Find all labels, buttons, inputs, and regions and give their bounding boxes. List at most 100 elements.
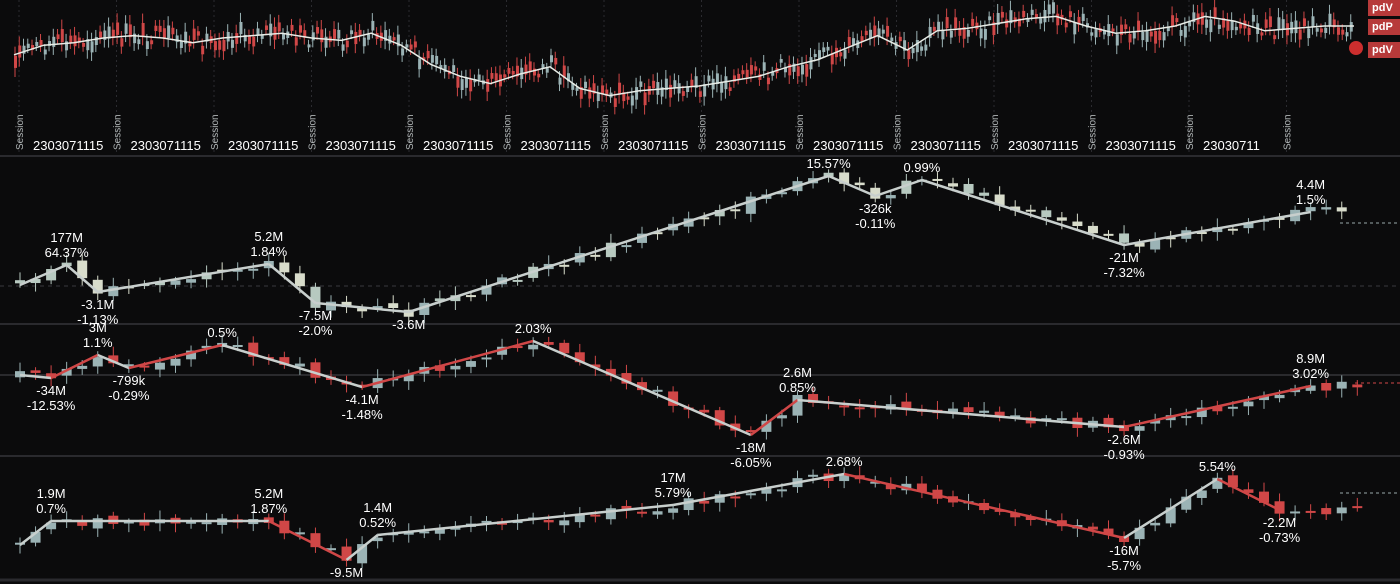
mini-candle: [337, 29, 341, 39]
candle-body: [1181, 416, 1192, 419]
candle-body: [854, 407, 865, 410]
zigzag-segment: [97, 262, 270, 294]
mini-candle: [494, 73, 498, 81]
candle-body: [808, 474, 819, 477]
mini-candle: [507, 67, 511, 74]
candle-body: [1259, 491, 1269, 503]
candle-body: [605, 508, 616, 520]
mini-candle: [601, 85, 605, 95]
zigzag-label: 3.02%: [1292, 366, 1329, 381]
candle-body: [201, 345, 212, 349]
candle-body: [699, 217, 710, 220]
mini-candle: [1230, 20, 1234, 31]
candle-body: [1103, 417, 1114, 428]
candle-body: [1305, 385, 1316, 391]
candle-body: [186, 279, 197, 283]
candle-body: [77, 260, 88, 279]
mini-candle: [226, 31, 230, 42]
candle-body: [108, 355, 119, 364]
candle-body: [979, 192, 990, 196]
candle-body: [170, 358, 181, 366]
mini-candle: [932, 26, 936, 31]
candle-body: [621, 505, 632, 510]
mini-candle: [703, 84, 707, 97]
candle-body: [1243, 222, 1254, 229]
candle-body: [621, 373, 632, 384]
mini-candle: [1149, 31, 1153, 37]
mini-candle: [184, 31, 188, 44]
candle-body: [963, 183, 974, 194]
zigzag-label: -12.53%: [27, 398, 76, 413]
session-label: Session: [893, 114, 904, 150]
mini-candle: [1281, 19, 1285, 30]
session-label: Session: [1088, 114, 1099, 150]
candle-body: [1119, 233, 1130, 243]
zigzag-label: -21M: [1109, 250, 1139, 265]
tag-pdv-bottom[interactable]: pdV: [1368, 42, 1400, 58]
candle-body: [1010, 415, 1021, 419]
candle-body: [186, 350, 197, 360]
mini-candle: [924, 44, 928, 51]
candle-body: [248, 268, 259, 271]
mini-candle: [673, 80, 677, 88]
mini-candle: [1081, 13, 1085, 22]
zigzag-label: 5.79%: [655, 485, 692, 500]
mini-candle: [1043, 9, 1047, 23]
candle-body: [668, 508, 679, 513]
mini-candle: [73, 35, 77, 47]
candle-body: [326, 548, 336, 551]
mini-candle: [966, 29, 970, 37]
candle-body: [1165, 507, 1176, 524]
candle-body: [637, 511, 647, 514]
zigzag-segment: [1123, 210, 1311, 247]
zigzag-label: 17M: [660, 470, 685, 485]
mini-candle: [1226, 20, 1230, 31]
zigzag-label: -5.7%: [1107, 558, 1141, 573]
candle-body: [294, 532, 305, 535]
mini-candle: [584, 81, 588, 89]
candle-body: [948, 183, 958, 187]
mini-candle: [1200, 12, 1204, 25]
candle-body: [1305, 207, 1316, 212]
mini-candle: [384, 30, 388, 41]
candle-body: [77, 520, 88, 526]
zigzag-label: -1.13%: [77, 312, 119, 327]
mini-candle: [541, 64, 545, 69]
mini-candle: [167, 25, 171, 39]
mini-candle: [954, 17, 958, 29]
candle-body: [1274, 501, 1285, 514]
mini-candle: [1298, 29, 1302, 40]
mini-candle: [847, 37, 851, 46]
candle-body: [154, 281, 165, 286]
mini-candle: [188, 41, 192, 47]
session-label: Session: [308, 114, 319, 150]
time-tick-label: 2303071115: [33, 138, 103, 153]
mini-candle: [1068, 11, 1072, 18]
zigzag-label: 2.03%: [515, 321, 552, 336]
mini-candle: [1060, 14, 1064, 20]
mini-candle: [898, 36, 902, 42]
mini-candle: [1205, 19, 1209, 28]
mini-candle: [1000, 11, 1004, 18]
mini-candle: [439, 65, 443, 69]
mini-candle: [154, 25, 158, 31]
zigzag-label: -7.32%: [1103, 265, 1145, 280]
zigzag-segment: [532, 339, 752, 437]
mini-candle: [116, 22, 120, 35]
mini-candle: [800, 64, 804, 75]
tag-pdp[interactable]: pdP: [1368, 19, 1400, 35]
zigzag-label: 2.68%: [826, 454, 863, 469]
panel-frames: [0, 155, 1400, 582]
candle-body: [1227, 406, 1238, 409]
session-label: Session: [1185, 114, 1196, 150]
candle-body: [232, 344, 243, 347]
mini-candle: [745, 69, 749, 78]
mini-candle: [550, 55, 553, 63]
mini-candle: [341, 44, 345, 51]
time-tick-label: 23030711: [1203, 138, 1260, 153]
tag-pdv-top[interactable]: pdV: [1368, 0, 1400, 16]
mini-candle: [1311, 16, 1315, 27]
mini-candle: [1264, 19, 1268, 28]
mini-candle: [579, 86, 583, 99]
candle-body: [1087, 526, 1098, 530]
